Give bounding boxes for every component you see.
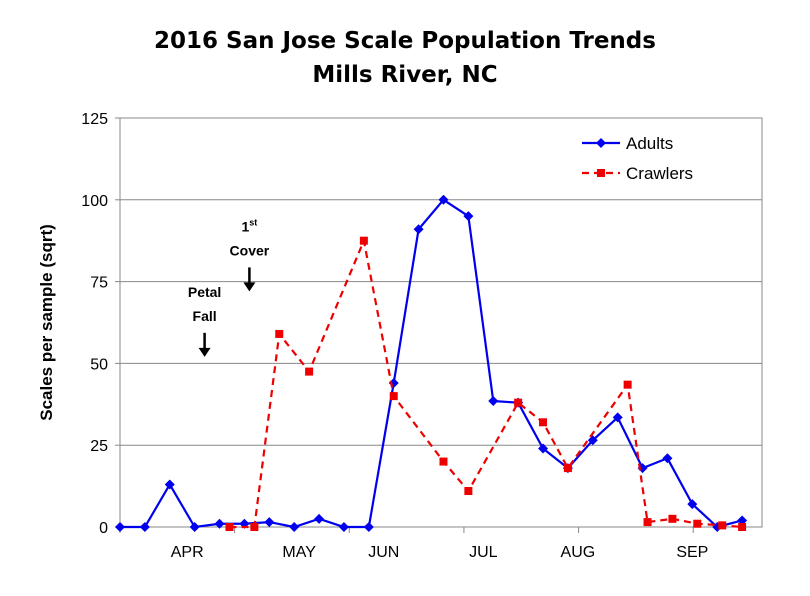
- data-point-adults: [264, 517, 275, 528]
- data-point-crawlers: [539, 418, 548, 427]
- x-tick-label-apr: APR: [171, 544, 204, 561]
- annotation-1-line-0: 1st: [241, 217, 257, 234]
- y-tick-label: 25: [90, 438, 108, 455]
- data-point-crawlers: [718, 521, 727, 530]
- x-tick-label-aug: AUG: [561, 544, 596, 561]
- data-point-crawlers: [693, 519, 702, 528]
- data-point-crawlers: [514, 398, 523, 407]
- data-point-crawlers: [643, 518, 652, 527]
- x-tick-label-may: MAY: [282, 544, 316, 561]
- legend-label-adults: Adults: [626, 134, 673, 153]
- legend-marker-adults: [596, 138, 606, 148]
- y-axis-label: Scales per sample (sqrt): [37, 224, 56, 421]
- data-point-crawlers: [225, 523, 234, 531]
- data-point-adults: [612, 412, 623, 423]
- data-point-adults: [488, 396, 499, 407]
- data-point-crawlers: [250, 523, 259, 531]
- data-point-adults: [289, 522, 300, 532]
- y-tick-label: 125: [81, 111, 108, 128]
- series-line-crawlers: [229, 236, 743, 529]
- legend-label-crawlers: Crawlers: [626, 164, 693, 183]
- data-point-crawlers: [668, 514, 677, 523]
- annotation-arrow-head: [198, 347, 211, 357]
- data-point-adults: [338, 522, 349, 532]
- data-point-crawlers: [563, 464, 572, 473]
- annotation-arrow-head: [243, 282, 256, 292]
- data-point-adults: [363, 522, 374, 532]
- data-point-adults: [189, 522, 200, 532]
- annotation-0-line-1: Fall: [193, 308, 217, 324]
- x-tick-label-sep: SEP: [676, 544, 708, 561]
- data-point-crawlers: [305, 367, 314, 376]
- legend-marker-crawlers: [597, 169, 605, 177]
- x-tick-label-jul: JUL: [469, 544, 498, 561]
- data-point-crawlers: [623, 380, 632, 389]
- annotation-superscript: st: [249, 217, 257, 227]
- data-point-crawlers: [275, 329, 284, 338]
- data-point-adults: [314, 513, 325, 524]
- annotation-1-line-1: Cover: [230, 242, 270, 258]
- chart-title-line-1: 2016 San Jose Scale Population Trends: [154, 28, 656, 54]
- data-point-adults: [413, 224, 424, 235]
- data-point-adults: [463, 211, 474, 222]
- data-point-adults: [115, 522, 125, 532]
- x-tick-label-jun: JUN: [368, 544, 399, 561]
- data-point-adults: [687, 499, 698, 510]
- data-point-adults: [438, 194, 449, 205]
- data-point-adults: [737, 515, 748, 526]
- data-point-adults: [214, 518, 225, 529]
- data-point-crawlers: [359, 236, 368, 245]
- chart-title-line-2: Mills River, NC: [312, 62, 498, 88]
- y-tick-label: 100: [81, 193, 108, 210]
- y-tick-label: 0: [99, 520, 108, 537]
- y-tick-label: 75: [90, 275, 108, 292]
- plot-area: [119, 117, 763, 528]
- data-point-crawlers: [738, 523, 747, 531]
- data-point-crawlers: [439, 457, 448, 466]
- data-point-crawlers: [464, 487, 473, 496]
- data-point-crawlers: [389, 392, 398, 401]
- data-point-adults: [139, 522, 150, 532]
- data-point-adults: [587, 435, 598, 446]
- y-tick-label: 50: [90, 356, 108, 373]
- data-point-adults: [164, 479, 175, 490]
- annotation-0-line-0: Petal: [188, 284, 221, 300]
- data-point-adults: [538, 443, 549, 454]
- data-point-adults: [662, 453, 673, 464]
